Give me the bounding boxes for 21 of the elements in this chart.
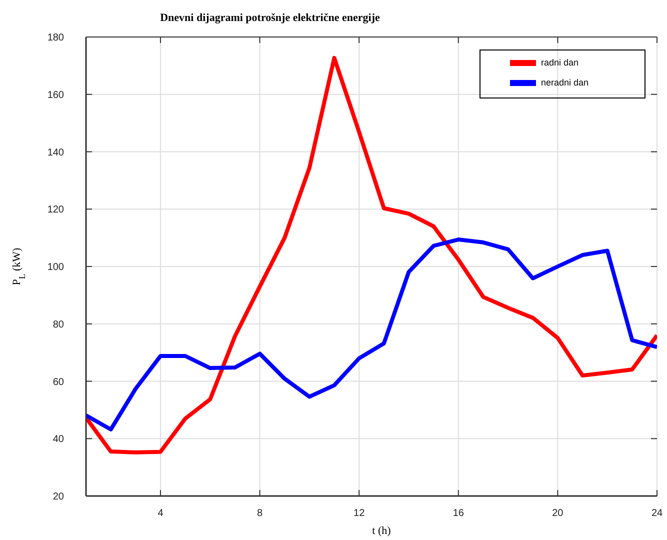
x-tick-label: 24: [651, 508, 663, 519]
x-tick-label: 12: [354, 508, 366, 519]
y-tick-label: 20: [52, 492, 64, 502]
y-tick-label: 100: [47, 262, 64, 273]
y-tick-label: 160: [47, 90, 64, 101]
line-series: [86, 238, 657, 432]
x-tick-label: 16: [452, 508, 464, 519]
legend-label: radni dan: [541, 57, 579, 68]
y-tick-label: 180: [47, 32, 64, 44]
legend-label: neradni dan: [541, 77, 589, 88]
x-tick-label: 20: [552, 508, 564, 519]
x-tick-label: 8: [257, 508, 263, 519]
y-tick-label: 140: [47, 147, 64, 158]
x-axis-title: t (h): [372, 525, 392, 537]
y-tick-label: 120: [47, 204, 64, 216]
line-series: [86, 56, 657, 454]
y-tick-label: 60: [52, 376, 64, 388]
y-tick-label: 80: [52, 319, 64, 330]
chart-title: Dnevni dijagrami potrošnje električne energije: [160, 12, 380, 24]
x-tick-label: 4: [158, 508, 164, 519]
y-tick-label: 40: [52, 434, 64, 446]
